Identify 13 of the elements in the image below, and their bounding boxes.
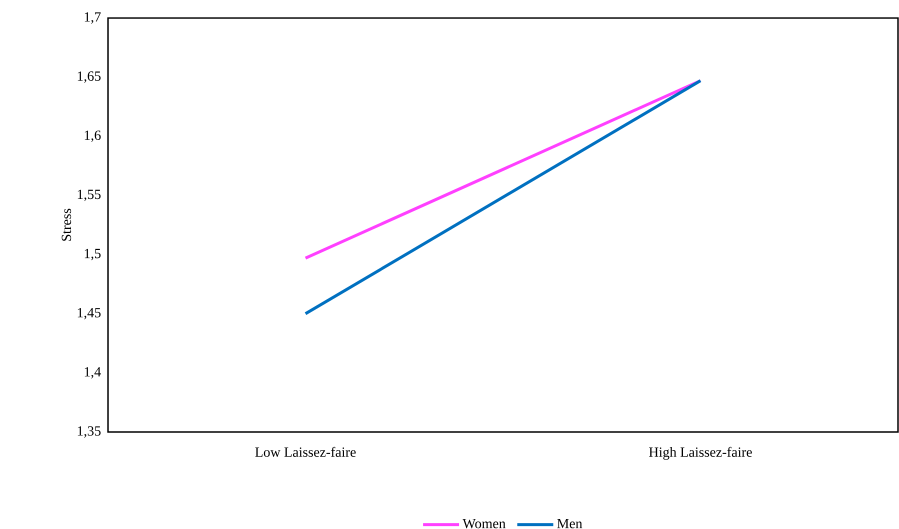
y-tick-label: 1,55 — [78, 190, 101, 202]
y-axis-title: Stress — [62, 208, 72, 241]
y-tick-label: 1,6 — [84, 130, 101, 142]
y-tick-label: 1,7 — [84, 12, 101, 24]
y-tick-label: 1,65 — [78, 71, 101, 83]
x-tick-label: Low Laissez-faire — [255, 446, 356, 457]
legend-label: Women — [462, 518, 506, 528]
legend-label: Men — [557, 518, 582, 528]
x-tick-label: High Laissez-faire — [649, 446, 752, 460]
y-tick-label: 1,5 — [84, 248, 101, 260]
y-tick-label: 1,35 — [78, 426, 101, 438]
y-tick-label: 1,45 — [78, 308, 101, 320]
y-tick-label: 1,4 — [84, 367, 101, 379]
